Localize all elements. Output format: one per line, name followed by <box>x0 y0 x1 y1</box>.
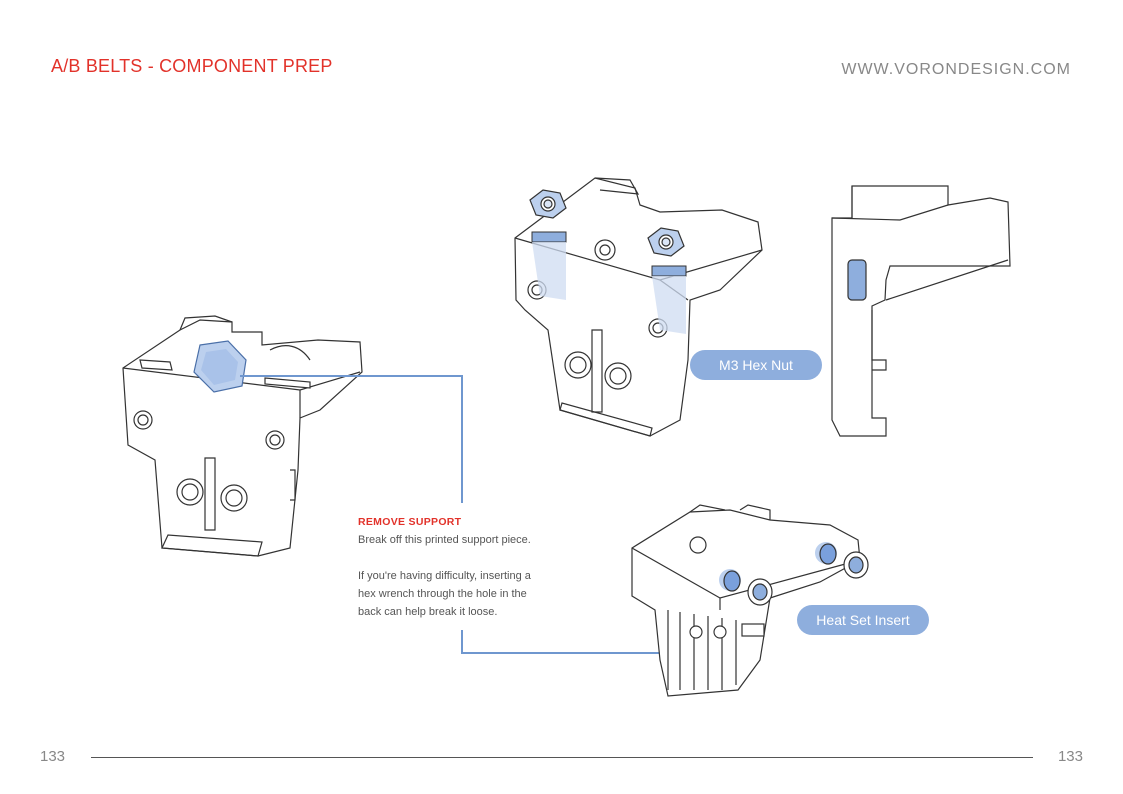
remove-support-callout: REMOVE SUPPORT Break off this printed su… <box>358 513 568 621</box>
callout-heading: REMOVE SUPPORT <box>358 516 462 528</box>
hex-nut-label: M3 Hex Nut <box>690 350 822 380</box>
support-piece-highlight <box>193 340 247 393</box>
page-number-right: 133 <box>1057 748 1083 765</box>
site-url[interactable]: WWW.VORONDESIGN.COM <box>841 61 1071 78</box>
callout-line: Break off this printed support piece. <box>358 534 531 546</box>
heat-set-insert-icon <box>815 542 869 579</box>
part-top-illustration <box>514 177 763 437</box>
callout-line: hex wrench through the hole in the <box>358 588 527 600</box>
heat-set-insert-label: Heat Set Insert <box>797 605 929 635</box>
part-left-illustration <box>122 315 363 557</box>
callout-line: back can help break it loose. <box>358 606 498 618</box>
page-title: A/B BELTS - COMPONENT PREP <box>51 56 333 76</box>
hex-nut-icon <box>647 227 685 257</box>
hex-nut-pocket-right <box>651 265 687 334</box>
heat-set-insert-icon <box>719 569 773 606</box>
page-number-left: 133 <box>40 748 66 765</box>
hex-nut-pocket-left <box>531 231 567 300</box>
part-bottom-illustration <box>631 504 861 697</box>
footer-divider <box>91 757 1033 758</box>
callout-line: If you're having difficulty, inserting a <box>358 570 531 582</box>
hex-nut-icon <box>529 189 567 219</box>
part-side-illustration <box>831 185 1011 437</box>
